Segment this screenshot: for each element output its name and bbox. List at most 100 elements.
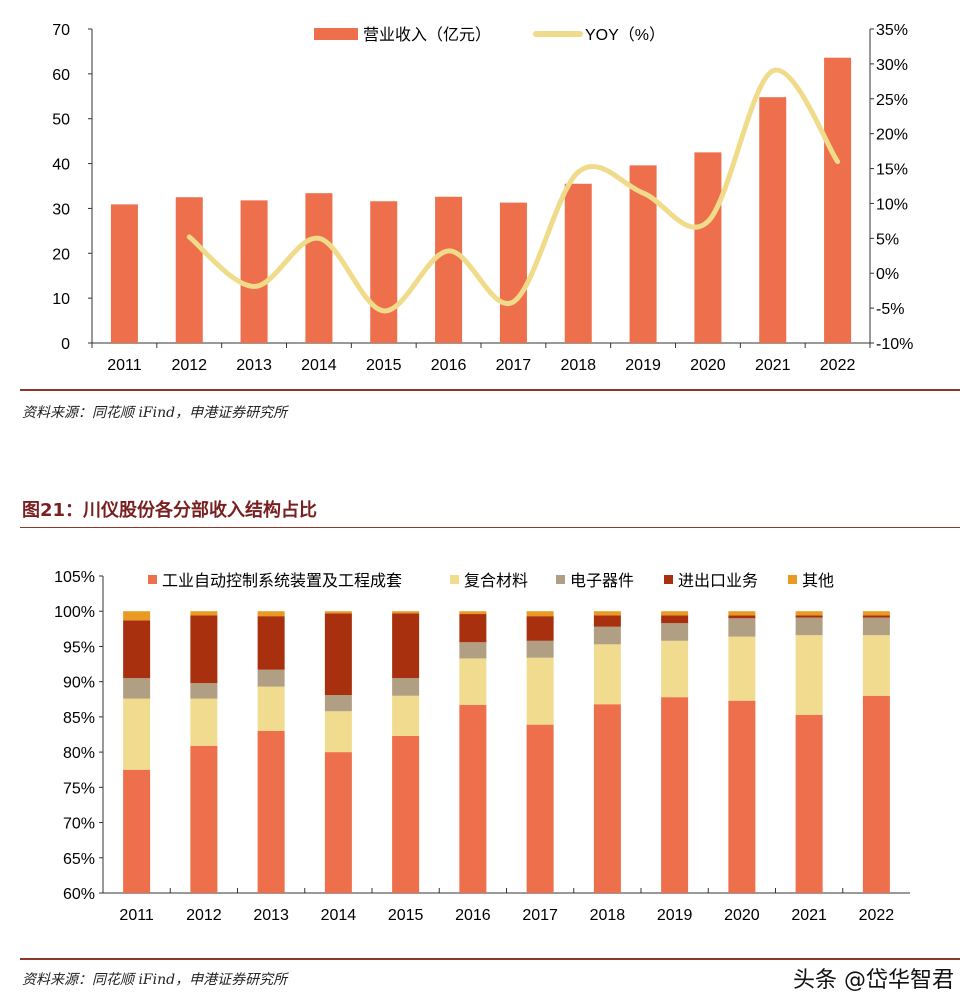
y-tick-label: 85% (63, 710, 95, 727)
stack-segment (190, 698, 218, 746)
source-note: 资料来源：同花顺 iFind，申港证券研究所 (22, 972, 288, 988)
legend-swatch (556, 575, 565, 584)
stack-segment (392, 613, 420, 679)
stack-segment (795, 635, 823, 715)
source-note: 资料来源：同花顺 iFind，申港证券研究所 (22, 405, 288, 421)
stack-segment (661, 640, 689, 698)
y-tick-label: 40 (52, 157, 70, 174)
revenue-bar (824, 57, 852, 344)
stack-segment (862, 611, 890, 616)
legend-label-revenue: 营业收入（亿元） (363, 26, 491, 44)
stack-segment (257, 730, 285, 893)
y2-tick-label: 10% (876, 196, 908, 213)
stack-segment (795, 714, 823, 893)
x-tick-label: 2018 (590, 907, 626, 924)
y-tick-label: 0 (61, 336, 70, 353)
x-tick-label: 2016 (455, 907, 491, 924)
stack-segment (728, 618, 756, 637)
stack-segment (324, 695, 352, 712)
stack-segment (123, 769, 151, 893)
x-tick-label: 2012 (171, 357, 207, 374)
stack-segment (526, 724, 554, 893)
y2-tick-label: 35% (876, 22, 908, 39)
stack-segment (862, 615, 890, 618)
legend-swatch (788, 575, 797, 584)
stack-segment (190, 615, 218, 684)
y-tick-label: 65% (63, 851, 95, 868)
x-tick-label: 2019 (625, 357, 661, 374)
stack-segment (862, 635, 890, 696)
x-tick-label: 2012 (186, 907, 222, 924)
stack-segment (257, 686, 285, 731)
stack-segment (795, 615, 823, 618)
stack-segment (190, 611, 218, 616)
y-tick-label: 80% (63, 745, 95, 762)
stack-segment (661, 611, 689, 616)
stack-segment (661, 697, 689, 893)
stack-segment (190, 745, 218, 893)
x-tick-label: 2013 (253, 907, 289, 924)
y-tick-label: 105% (54, 569, 95, 586)
stack-segment (324, 711, 352, 753)
stack-segment (392, 735, 420, 893)
watermark: 头条 @岱华智君 (793, 968, 954, 993)
revenue-bar (694, 152, 722, 343)
y-tick-label: 90% (63, 675, 95, 692)
stack-segment (257, 669, 285, 687)
stack-segment (526, 657, 554, 725)
x-tick-label: 2021 (755, 357, 791, 374)
stack-segment (593, 704, 621, 893)
revenue-bar (110, 204, 138, 343)
revenue-bar (370, 201, 398, 343)
x-tick-label: 2018 (560, 357, 596, 374)
stack-segment (661, 623, 689, 641)
stack-segment (123, 611, 151, 621)
x-tick-label: 2016 (431, 357, 467, 374)
legend-swatch (148, 575, 157, 584)
y-tick-label: 30 (52, 201, 70, 218)
y-tick-label: 20 (52, 246, 70, 263)
x-tick-label: 2021 (791, 907, 827, 924)
stack-segment (593, 644, 621, 705)
x-tick-label: 2022 (859, 907, 895, 924)
stack-segment (392, 695, 420, 736)
revenue-bar (435, 196, 463, 343)
legend-label: 复合材料 (464, 572, 528, 590)
y2-tick-label: -5% (876, 301, 904, 318)
x-tick-label: 2019 (657, 907, 693, 924)
legend-swatch-revenue (314, 28, 358, 40)
stack-segment (392, 611, 420, 614)
stack-segment (257, 616, 285, 670)
y-tick-label: 60 (52, 67, 70, 84)
x-tick-label: 2015 (366, 357, 402, 374)
revenue-yoy-chart: 0 10 20 30 40 50 60 70 -10% -5% 0% 5% 10% 15% 20% 25% 30… (52, 22, 913, 374)
stack-segment (324, 613, 352, 696)
stack-segment (324, 752, 352, 893)
stack-segment (593, 615, 621, 627)
stack-segment (728, 615, 756, 619)
x-tick-label: 2014 (301, 357, 337, 374)
stack-segment (728, 636, 756, 701)
legend-label-yoy: YOY（%） (585, 26, 665, 44)
legend-label: 其他 (802, 572, 834, 590)
x-tick-label: 2014 (321, 907, 357, 924)
legend-swatch (450, 575, 459, 584)
revenue-bar (240, 200, 268, 343)
y2-tick-label: 25% (876, 92, 908, 109)
stack-segment (526, 616, 554, 641)
revenue-bar (305, 193, 333, 343)
stack-segment (257, 611, 285, 617)
legend-label: 进出口业务 (678, 572, 758, 590)
x-tick-label: 2013 (236, 357, 272, 374)
stack-segment (593, 626, 621, 645)
legend-label: 电子器件 (570, 572, 634, 590)
x-tick-label: 2011 (119, 907, 154, 924)
stack-segment (392, 678, 420, 696)
y2-tick-label: 5% (876, 231, 899, 248)
stack-segment (728, 611, 756, 616)
x-tick-label: 2020 (724, 907, 760, 924)
x-tick-label: 2022 (820, 357, 856, 374)
revenue-bar (175, 197, 203, 343)
y-tick-label: 10 (52, 291, 70, 308)
x-tick-label: 2011 (107, 357, 142, 374)
